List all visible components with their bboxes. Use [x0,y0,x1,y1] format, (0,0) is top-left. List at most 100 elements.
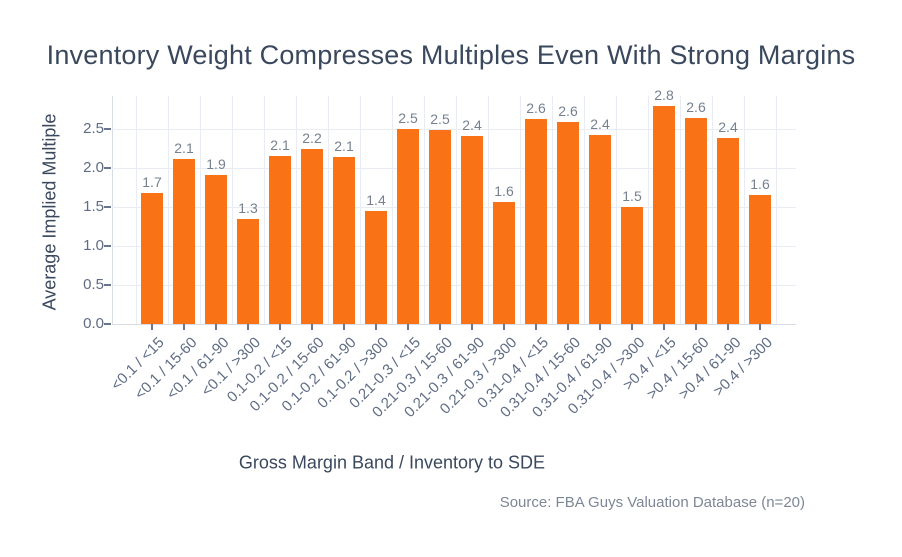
v-gridline [200,96,201,324]
x-tick-mark [183,324,185,330]
bar-value-label: 2.4 [462,117,482,133]
x-tick-mark [727,324,729,330]
h-gridline [112,168,796,169]
x-tick-mark [279,324,281,330]
bar [397,129,419,324]
x-tick-mark [471,324,473,330]
bar-value-label: 2.4 [590,116,610,132]
v-gridline [520,96,521,324]
bar-value-label: 2.1 [174,140,194,156]
y-tick-label: 0.0 [83,315,104,332]
y-tick-label: 2.0 [83,159,104,176]
x-tick-mark [663,324,665,330]
bar [301,149,323,324]
x-tick-mark [343,324,345,330]
bar-value-label: 2.6 [686,99,706,115]
bar-value-label: 2.2 [302,130,322,146]
bar-value-label: 1.7 [142,174,162,190]
bar [461,136,483,324]
bar-value-label: 1.9 [206,156,226,172]
bar-value-label: 2.1 [334,138,354,154]
bar [749,195,771,324]
v-gridline [712,96,713,324]
y-tick-label: 0.5 [83,276,104,293]
bar-value-label: 1.4 [366,192,386,208]
v-gridline [136,96,137,324]
v-gridline [552,96,553,324]
x-tick-mark [599,324,601,330]
bar [269,156,291,324]
v-gridline [232,96,233,324]
bar-value-label: 2.1 [270,137,290,153]
h-gridline [112,207,796,208]
x-tick-mark [503,324,505,330]
bar [525,119,547,324]
h-gridline [112,129,796,130]
bar [589,135,611,324]
bar-value-label: 1.3 [238,200,258,216]
h-gridline [112,246,796,247]
x-tick-mark [631,324,633,330]
y-tick-label: 1.0 [83,237,104,254]
x-axis-line [112,324,796,325]
bar [493,202,515,324]
bar-value-label: 1.6 [750,176,770,192]
v-gridline [168,96,169,324]
v-gridline [424,96,425,324]
x-tick-mark [215,324,217,330]
x-tick-mark [247,324,249,330]
bar-value-label: 1.5 [622,188,642,204]
chart-title: Inventory Weight Compresses Multiples Ev… [46,40,856,70]
x-tick-mark [375,324,377,330]
x-axis-title: Gross Margin Band / Inventory to SDE [238,452,546,473]
bar-value-label: 2.5 [398,110,418,126]
x-tick-mark [311,324,313,330]
bar [717,138,739,324]
v-gridline [776,96,777,324]
x-tick-mark [151,324,153,330]
bar [621,207,643,324]
bar-value-label: 2.6 [526,100,546,116]
source-note: Source: FBA Guys Valuation Database (n=2… [499,494,805,511]
v-gridline [392,96,393,324]
bar-value-label: 2.8 [654,87,674,103]
x-tick-mark [535,324,537,330]
x-tick-mark [439,324,441,330]
v-gridline [328,96,329,324]
bar [205,175,227,324]
y-tick-mark [104,284,111,286]
v-gridline [488,96,489,324]
bar [141,193,163,324]
x-tick-mark [407,324,409,330]
bar-value-label: 2.6 [558,103,578,119]
bar-value-label: 2.5 [430,111,450,127]
y-tick-label: 1.5 [83,198,104,215]
x-tick-mark [567,324,569,330]
h-gridline [112,285,796,286]
v-gridline [744,96,745,324]
v-gridline [296,96,297,324]
y-tick-mark [104,167,111,169]
v-gridline [264,96,265,324]
y-tick-mark [104,323,111,325]
bar [333,157,355,324]
bar [557,122,579,324]
bar [685,118,707,324]
y-tick-mark [104,128,111,130]
y-tick-mark [104,206,111,208]
bar [653,106,675,324]
v-gridline [360,96,361,324]
v-gridline [680,96,681,324]
bar [429,130,451,324]
bar-value-label: 2.4 [718,119,738,135]
x-tick-mark [695,324,697,330]
x-tick-mark [759,324,761,330]
v-gridline [648,96,649,324]
v-gridline [616,96,617,324]
v-gridline [456,96,457,324]
y-axis-line [112,96,113,324]
v-gridline [584,96,585,324]
bar [173,159,195,324]
bar [237,219,259,324]
